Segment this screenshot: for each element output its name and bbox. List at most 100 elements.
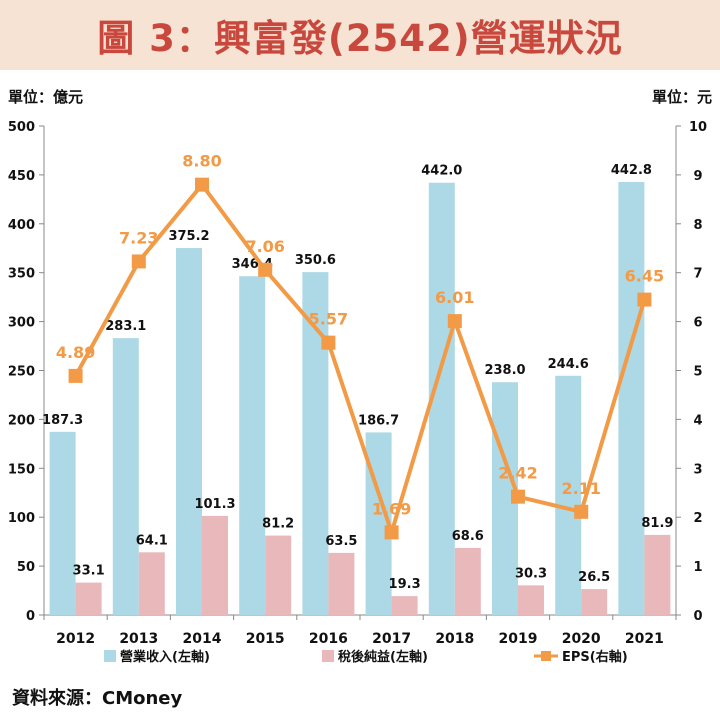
eps-data-label: 2.11 (561, 479, 600, 498)
x-tick-label: 2012 (56, 631, 95, 647)
net-income-bar (138, 552, 165, 615)
x-tick-label: 2017 (372, 631, 411, 647)
legend-net-income-label: 稅後純益(左軸) (338, 649, 428, 665)
eps-marker (258, 262, 273, 277)
net-income-data-label: 63.5 (325, 534, 357, 549)
left-tick-label: 150 (8, 462, 35, 477)
eps-data-label: 7.23 (119, 228, 158, 247)
eps-marker (384, 525, 399, 540)
right-tick-label: 2 (693, 511, 702, 526)
eps-marker (447, 314, 462, 329)
net-income-data-label: 64.1 (136, 533, 168, 548)
revenue-data-label: 244.6 (548, 357, 589, 372)
right-tick-label: 5 (693, 365, 702, 380)
revenue-bar (555, 375, 582, 615)
eps-data-label: 8.80 (182, 152, 221, 171)
net-income-bar (454, 547, 481, 615)
legend-net-income-swatch (322, 650, 334, 662)
right-tick-label: 4 (693, 413, 702, 428)
eps-marker (637, 292, 652, 307)
eps-data-label: 6.01 (435, 288, 474, 307)
revenue-data-label: 186.7 (358, 413, 399, 428)
legend-eps-label: EPS(右軸) (562, 649, 628, 665)
net-income-data-label: 81.9 (641, 516, 673, 531)
revenue-data-label: 350.6 (295, 253, 336, 268)
net-income-data-label: 26.5 (578, 570, 610, 585)
x-tick-label: 2021 (625, 631, 664, 647)
net-income-data-label: 68.6 (452, 529, 484, 544)
eps-line (73, 182, 647, 535)
eps-marker (321, 335, 336, 350)
net-income-bar (391, 596, 418, 615)
left-tick-label: 500 (8, 120, 35, 135)
left-axis-unit: 單位：億元 (8, 88, 84, 106)
left-tick-label: 300 (8, 316, 35, 331)
x-tick-label: 2020 (562, 631, 601, 647)
right-tick-label: 1 (693, 560, 702, 575)
eps-marker (511, 489, 525, 504)
net-income-data-label: 33.1 (73, 564, 105, 579)
chart-area: 0 50 100 150 200 250 300 350 400 450 500 0 1 2 3 4 5 6 7 8 9… (8, 120, 707, 665)
eps-marker (195, 177, 209, 192)
net-income-bar (644, 534, 671, 615)
x-tick-label: 2013 (119, 631, 158, 647)
x-tick-label: 2019 (499, 631, 538, 647)
net-income-bar (265, 535, 292, 615)
revenue-bar (618, 181, 645, 616)
x-tick-label: 2014 (183, 631, 222, 647)
net-income-data-label: 30.3 (515, 566, 547, 581)
revenue-bar (176, 248, 202, 616)
revenue-data-label: 442.8 (611, 163, 652, 178)
right-tick-label: 3 (693, 462, 702, 477)
revenue-bar (49, 431, 76, 615)
eps-marker (574, 504, 589, 519)
net-income-data-label: 101.3 (194, 497, 235, 512)
left-tick-label: 250 (8, 365, 35, 380)
right-tick-label: 7 (693, 267, 702, 282)
right-tick-label: 0 (693, 609, 702, 624)
revenue-data-label: 238.0 (484, 363, 525, 378)
eps-data-label: 4.89 (56, 343, 95, 362)
net-income-bar (581, 589, 608, 615)
eps-data-label: 2.42 (498, 464, 537, 483)
legend-revenue-swatch (104, 650, 116, 662)
right-axis-unit: 單位：元 (651, 88, 712, 106)
net-income-data-label: 81.2 (262, 517, 294, 532)
net-income-bar (518, 585, 544, 615)
eps-data-label: 7.06 (245, 237, 284, 256)
net-income-bar (328, 552, 355, 615)
x-tick-label: 2016 (309, 631, 348, 647)
left-tick-label: 450 (8, 169, 35, 184)
left-tick-label: 100 (8, 511, 35, 526)
right-tick-label: 9 (693, 169, 702, 184)
legend-eps-marker (541, 651, 551, 661)
net-income-bar (202, 515, 228, 615)
eps-data-label: 5.57 (309, 310, 348, 329)
revenue-bar (112, 338, 139, 615)
eps-marker (68, 368, 83, 383)
x-tick-label: 2018 (435, 631, 474, 647)
eps-data-label: 1.69 (372, 499, 411, 518)
net-income-bar (75, 582, 102, 615)
legend-revenue-label: 營業收入(左軸) (120, 649, 210, 665)
left-tick-label: 350 (8, 267, 35, 282)
left-tick-label: 400 (8, 218, 35, 233)
left-tick-label: 50 (17, 560, 35, 575)
eps-data-label: 6.45 (625, 267, 664, 286)
eps-marker (131, 254, 146, 269)
data-source: 資料來源：CMoney (12, 688, 183, 709)
revenue-data-label: 442.0 (421, 164, 462, 179)
title-band: 圖 3：興富發(2542)營運狀況 (0, 0, 720, 70)
right-tick-label: 6 (693, 316, 702, 331)
right-tick-label: 8 (693, 218, 702, 233)
x-tick-label: 2015 (246, 631, 285, 647)
revenue-data-label: 187.3 (42, 413, 83, 428)
revenue-data-label: 283.1 (105, 319, 146, 334)
left-tick-label: 200 (8, 413, 35, 428)
revenue-data-label: 375.2 (168, 229, 209, 244)
left-tick-label: 0 (26, 609, 35, 624)
revenue-bar (239, 276, 266, 615)
chart-title: 圖 3：興富發(2542)營運狀況 (97, 17, 623, 60)
right-tick-label: 10 (689, 120, 707, 135)
net-income-data-label: 19.3 (389, 577, 421, 592)
